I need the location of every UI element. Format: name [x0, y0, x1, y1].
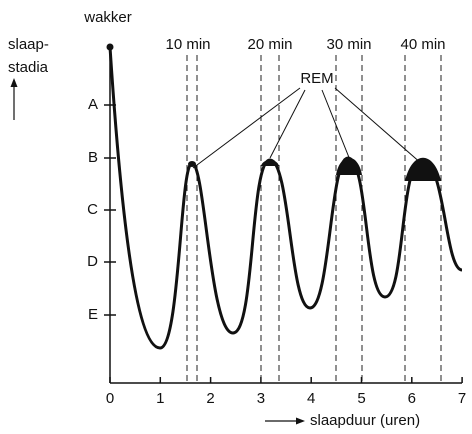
hour-label: 7 — [458, 390, 466, 407]
stage-label: C — [87, 201, 98, 218]
sleep-curve — [108, 46, 463, 350]
hour-label: 4 — [307, 390, 315, 407]
stage-label: B — [88, 149, 98, 166]
x-arrow-head — [296, 417, 305, 425]
stage-label: A — [88, 96, 98, 113]
stage-label: D — [87, 253, 98, 270]
rem-pointers — [192, 87, 423, 169]
dashed-lines — [186, 55, 442, 383]
hour-label: 1 — [156, 390, 164, 407]
rem-label: REM — [300, 70, 333, 87]
hour-label: 6 — [408, 390, 416, 407]
duration-label: 10 min — [165, 36, 210, 53]
y-label: stadia — [8, 59, 49, 76]
y-label: slaap- — [8, 36, 49, 53]
hour-label: 0 — [106, 390, 114, 407]
duration-label: 30 min — [326, 36, 371, 53]
hour-label: 3 — [257, 390, 265, 407]
rem-caps — [188, 157, 441, 181]
x-label: slaapduur (uren) — [310, 412, 420, 429]
hour-label: 2 — [206, 390, 214, 407]
duration-label: 20 min — [247, 36, 292, 53]
hour-label: 5 — [357, 390, 365, 407]
stage-label: E — [88, 306, 98, 323]
y-arrow-head — [10, 78, 18, 87]
top-label: wakker — [83, 9, 132, 26]
duration-label: 40 min — [400, 36, 445, 53]
start-dot — [106, 43, 114, 51]
